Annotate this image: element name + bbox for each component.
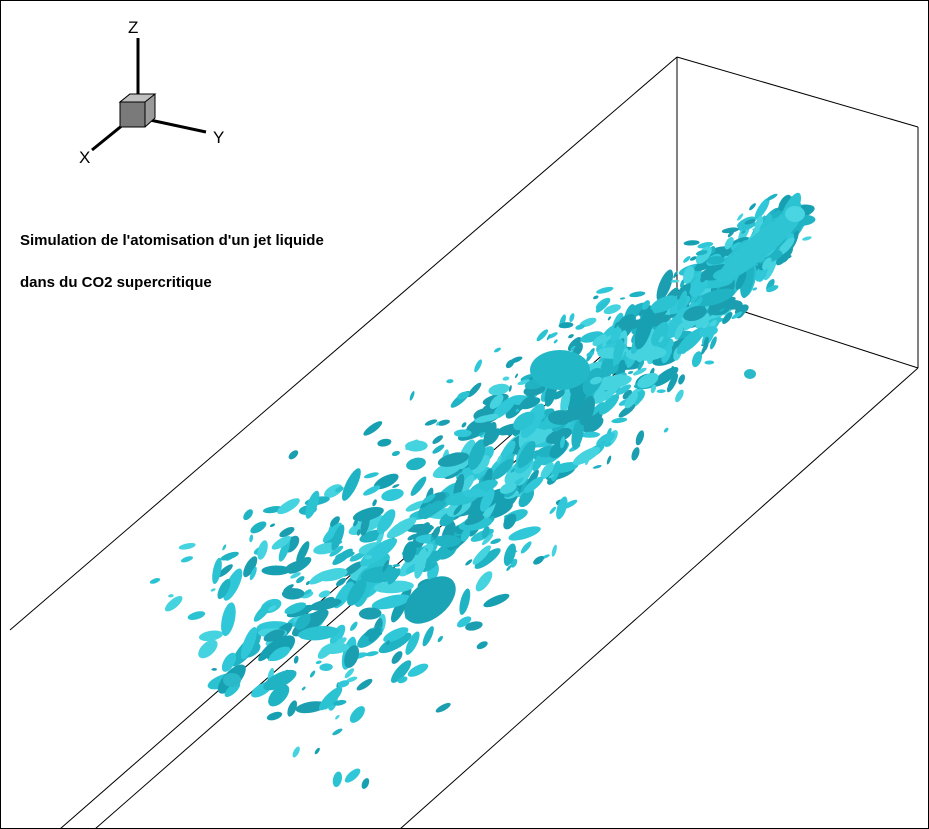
x-label: X [79,148,90,167]
liquid-blob [530,350,590,390]
y-label: Y [213,128,224,147]
visualization: Z Y X Simulation de l'atomisation d'un j… [0,0,929,829]
liquid-blob [744,369,756,379]
caption-line: dans du CO2 supercritique [20,274,212,291]
z-label: Z [128,18,138,37]
triad-cube-face [120,102,145,127]
caption-line: Simulation de l'atomisation d'un jet liq… [20,232,324,249]
liquid-blob [785,206,805,222]
liquid-blob [223,673,241,687]
